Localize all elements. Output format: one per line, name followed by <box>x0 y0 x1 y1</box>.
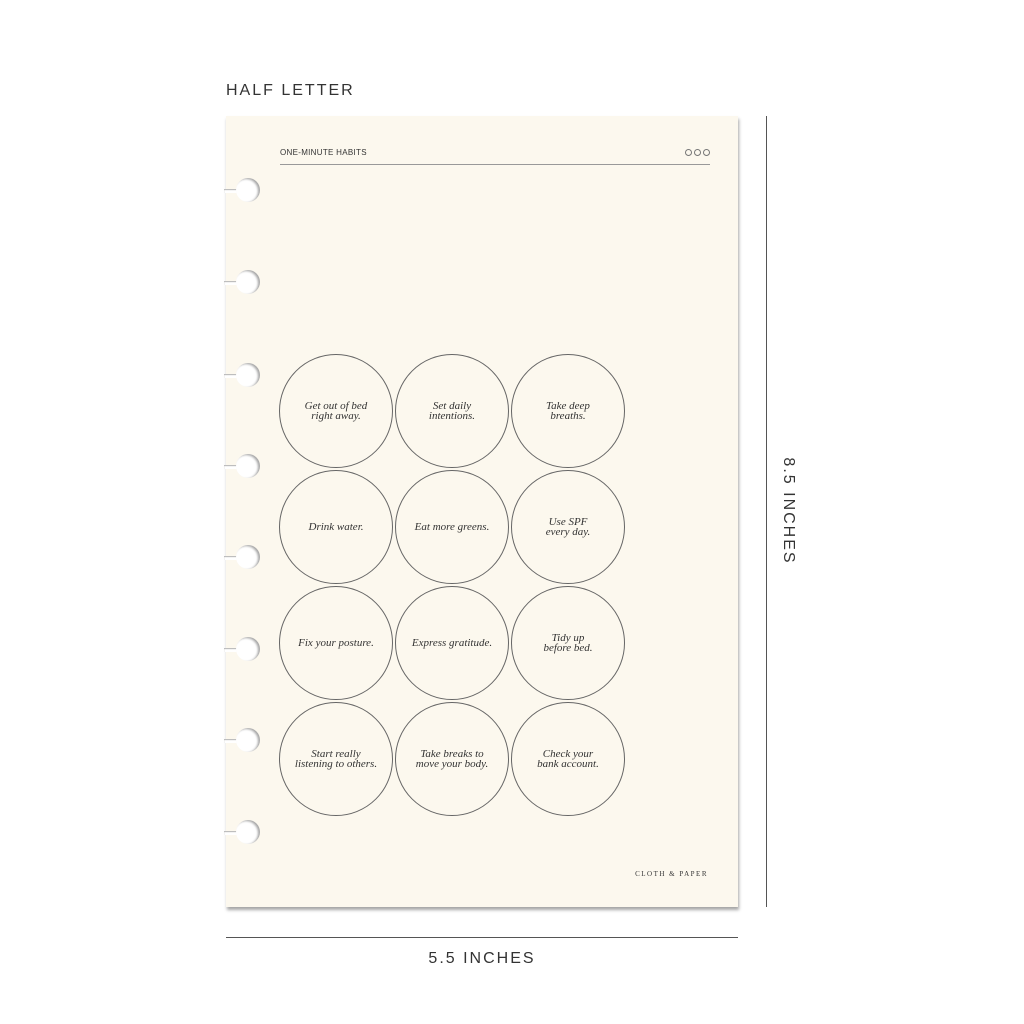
binder-hole <box>224 454 266 480</box>
binder-hole <box>224 820 266 846</box>
height-dimension-line <box>766 116 767 907</box>
habit-circle: Drink water. <box>279 470 393 584</box>
habit-circle: Take breaks to move your body. <box>395 702 509 816</box>
binder-hole <box>224 545 266 571</box>
habit-circle: Check your bank account. <box>511 702 625 816</box>
habit-circle: Start really listening to others. <box>279 702 393 816</box>
habit-circle: Express gratitude. <box>395 586 509 700</box>
binder-hole <box>224 270 266 296</box>
page-title: ONE-MINUTE HABITS <box>280 148 367 157</box>
height-label: 8.5 INCHES <box>780 457 797 565</box>
binder-hole <box>224 178 266 204</box>
planner-page: ONE-MINUTE HABITS Get out of bed right a… <box>224 116 738 907</box>
habit-circle: Set daily intentions. <box>395 354 509 468</box>
habit-circle: Use SPF every day. <box>511 470 625 584</box>
header-divider <box>280 164 710 165</box>
habit-circle: Get out of bed right away. <box>279 354 393 468</box>
habit-circle: Take deep breaths. <box>511 354 625 468</box>
habit-circle: Fix your posture. <box>279 586 393 700</box>
habit-circle: Tidy up before bed. <box>511 586 625 700</box>
binder-hole <box>224 728 266 754</box>
habit-circle: Eat more greens. <box>395 470 509 584</box>
width-label: 5.5 INCHES <box>428 950 536 967</box>
three-circles-icon <box>685 149 710 156</box>
width-dimension-line <box>226 937 738 938</box>
binder-hole <box>224 363 266 389</box>
binder-hole <box>224 637 266 663</box>
brand-logo: CLOTH & PAPER <box>635 870 708 878</box>
size-label: HALF LETTER <box>226 82 355 99</box>
